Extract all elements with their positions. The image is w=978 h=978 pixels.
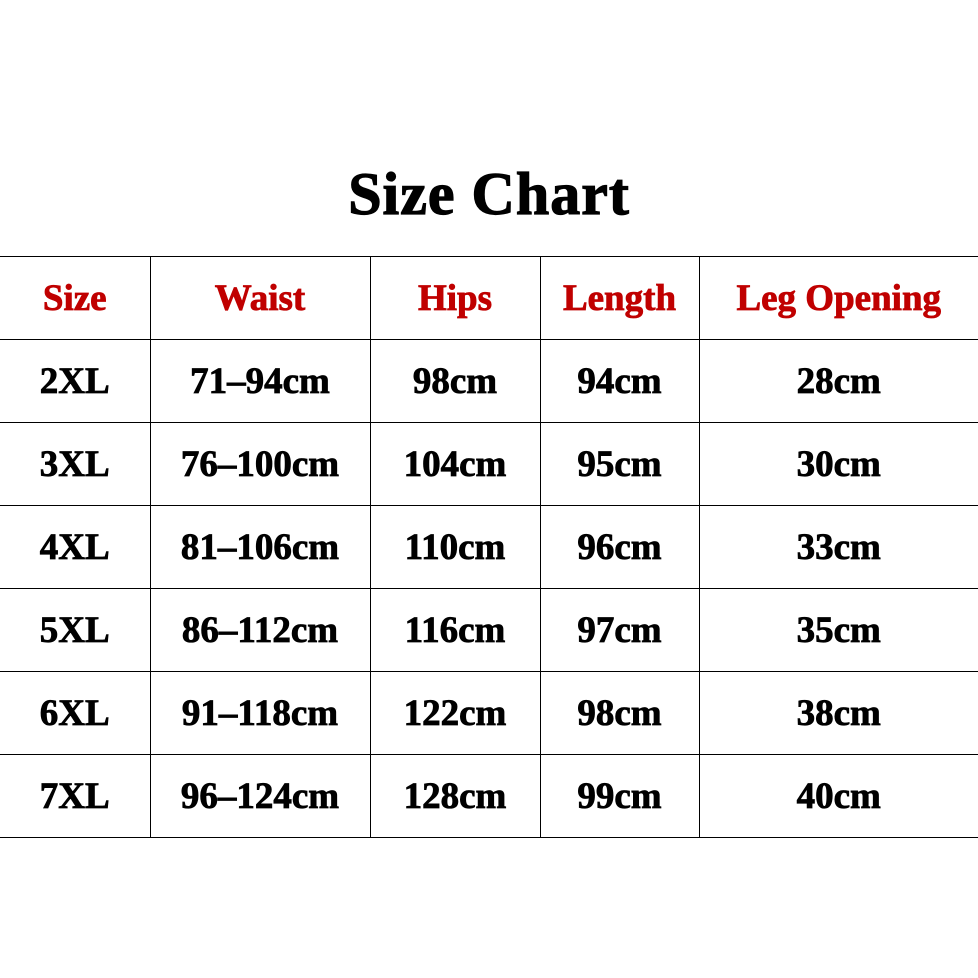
cell-size: 2XL bbox=[0, 339, 151, 423]
cell-waist: 96–124cm bbox=[149, 754, 371, 838]
cell-length: 98cm bbox=[539, 671, 700, 755]
header-waist: Waist bbox=[149, 256, 371, 340]
page-title: Size Chart bbox=[348, 160, 630, 227]
cell-length: 99cm bbox=[539, 754, 700, 838]
cell-hips: 128cm bbox=[369, 754, 541, 838]
cell-length: 96cm bbox=[539, 505, 700, 589]
table-row: 2XL 71–94cm 98cm 94cm 28cm bbox=[0, 339, 978, 423]
cell-leg-opening: 28cm bbox=[698, 339, 978, 423]
cell-waist: 71–94cm bbox=[149, 339, 371, 423]
cell-length: 94cm bbox=[539, 339, 700, 423]
cell-hips: 110cm bbox=[369, 505, 541, 589]
table-row: 4XL 81–106cm 110cm 96cm 33cm bbox=[0, 505, 978, 589]
table-header-row: Size Waist Hips Length Leg Opening bbox=[0, 256, 978, 340]
table-row: 6XL 91–118cm 122cm 98cm 38cm bbox=[0, 671, 978, 755]
cell-waist: 76–100cm bbox=[149, 422, 371, 506]
cell-waist: 86–112cm bbox=[149, 588, 371, 672]
cell-hips: 104cm bbox=[369, 422, 541, 506]
cell-waist: 81–106cm bbox=[149, 505, 371, 589]
header-leg-opening: Leg Opening bbox=[698, 256, 978, 340]
cell-size: 6XL bbox=[0, 671, 151, 755]
cell-length: 95cm bbox=[539, 422, 700, 506]
cell-leg-opening: 33cm bbox=[698, 505, 978, 589]
cell-size: 4XL bbox=[0, 505, 151, 589]
cell-leg-opening: 35cm bbox=[698, 588, 978, 672]
size-chart-table: Size Waist Hips Length Leg Opening 2XL 71… bbox=[0, 256, 978, 838]
table-row: 5XL 86–112cm 116cm 97cm 35cm bbox=[0, 588, 978, 672]
table-row: 7XL 96–124cm 128cm 99cm 40cm bbox=[0, 754, 978, 838]
header-length: Length bbox=[539, 256, 700, 340]
cell-hips: 116cm bbox=[369, 588, 541, 672]
cell-hips: 98cm bbox=[369, 339, 541, 423]
table-row: 3XL 76–100cm 104cm 95cm 30cm bbox=[0, 422, 978, 506]
cell-waist: 91–118cm bbox=[149, 671, 371, 755]
header-size: Size bbox=[0, 256, 151, 340]
cell-size: 7XL bbox=[0, 754, 151, 838]
cell-size: 5XL bbox=[0, 588, 151, 672]
cell-leg-opening: 40cm bbox=[698, 754, 978, 838]
cell-leg-opening: 30cm bbox=[698, 422, 978, 506]
cell-length: 97cm bbox=[539, 588, 700, 672]
cell-leg-opening: 38cm bbox=[698, 671, 978, 755]
header-hips: Hips bbox=[369, 256, 541, 340]
cell-hips: 122cm bbox=[369, 671, 541, 755]
cell-size: 3XL bbox=[0, 422, 151, 506]
